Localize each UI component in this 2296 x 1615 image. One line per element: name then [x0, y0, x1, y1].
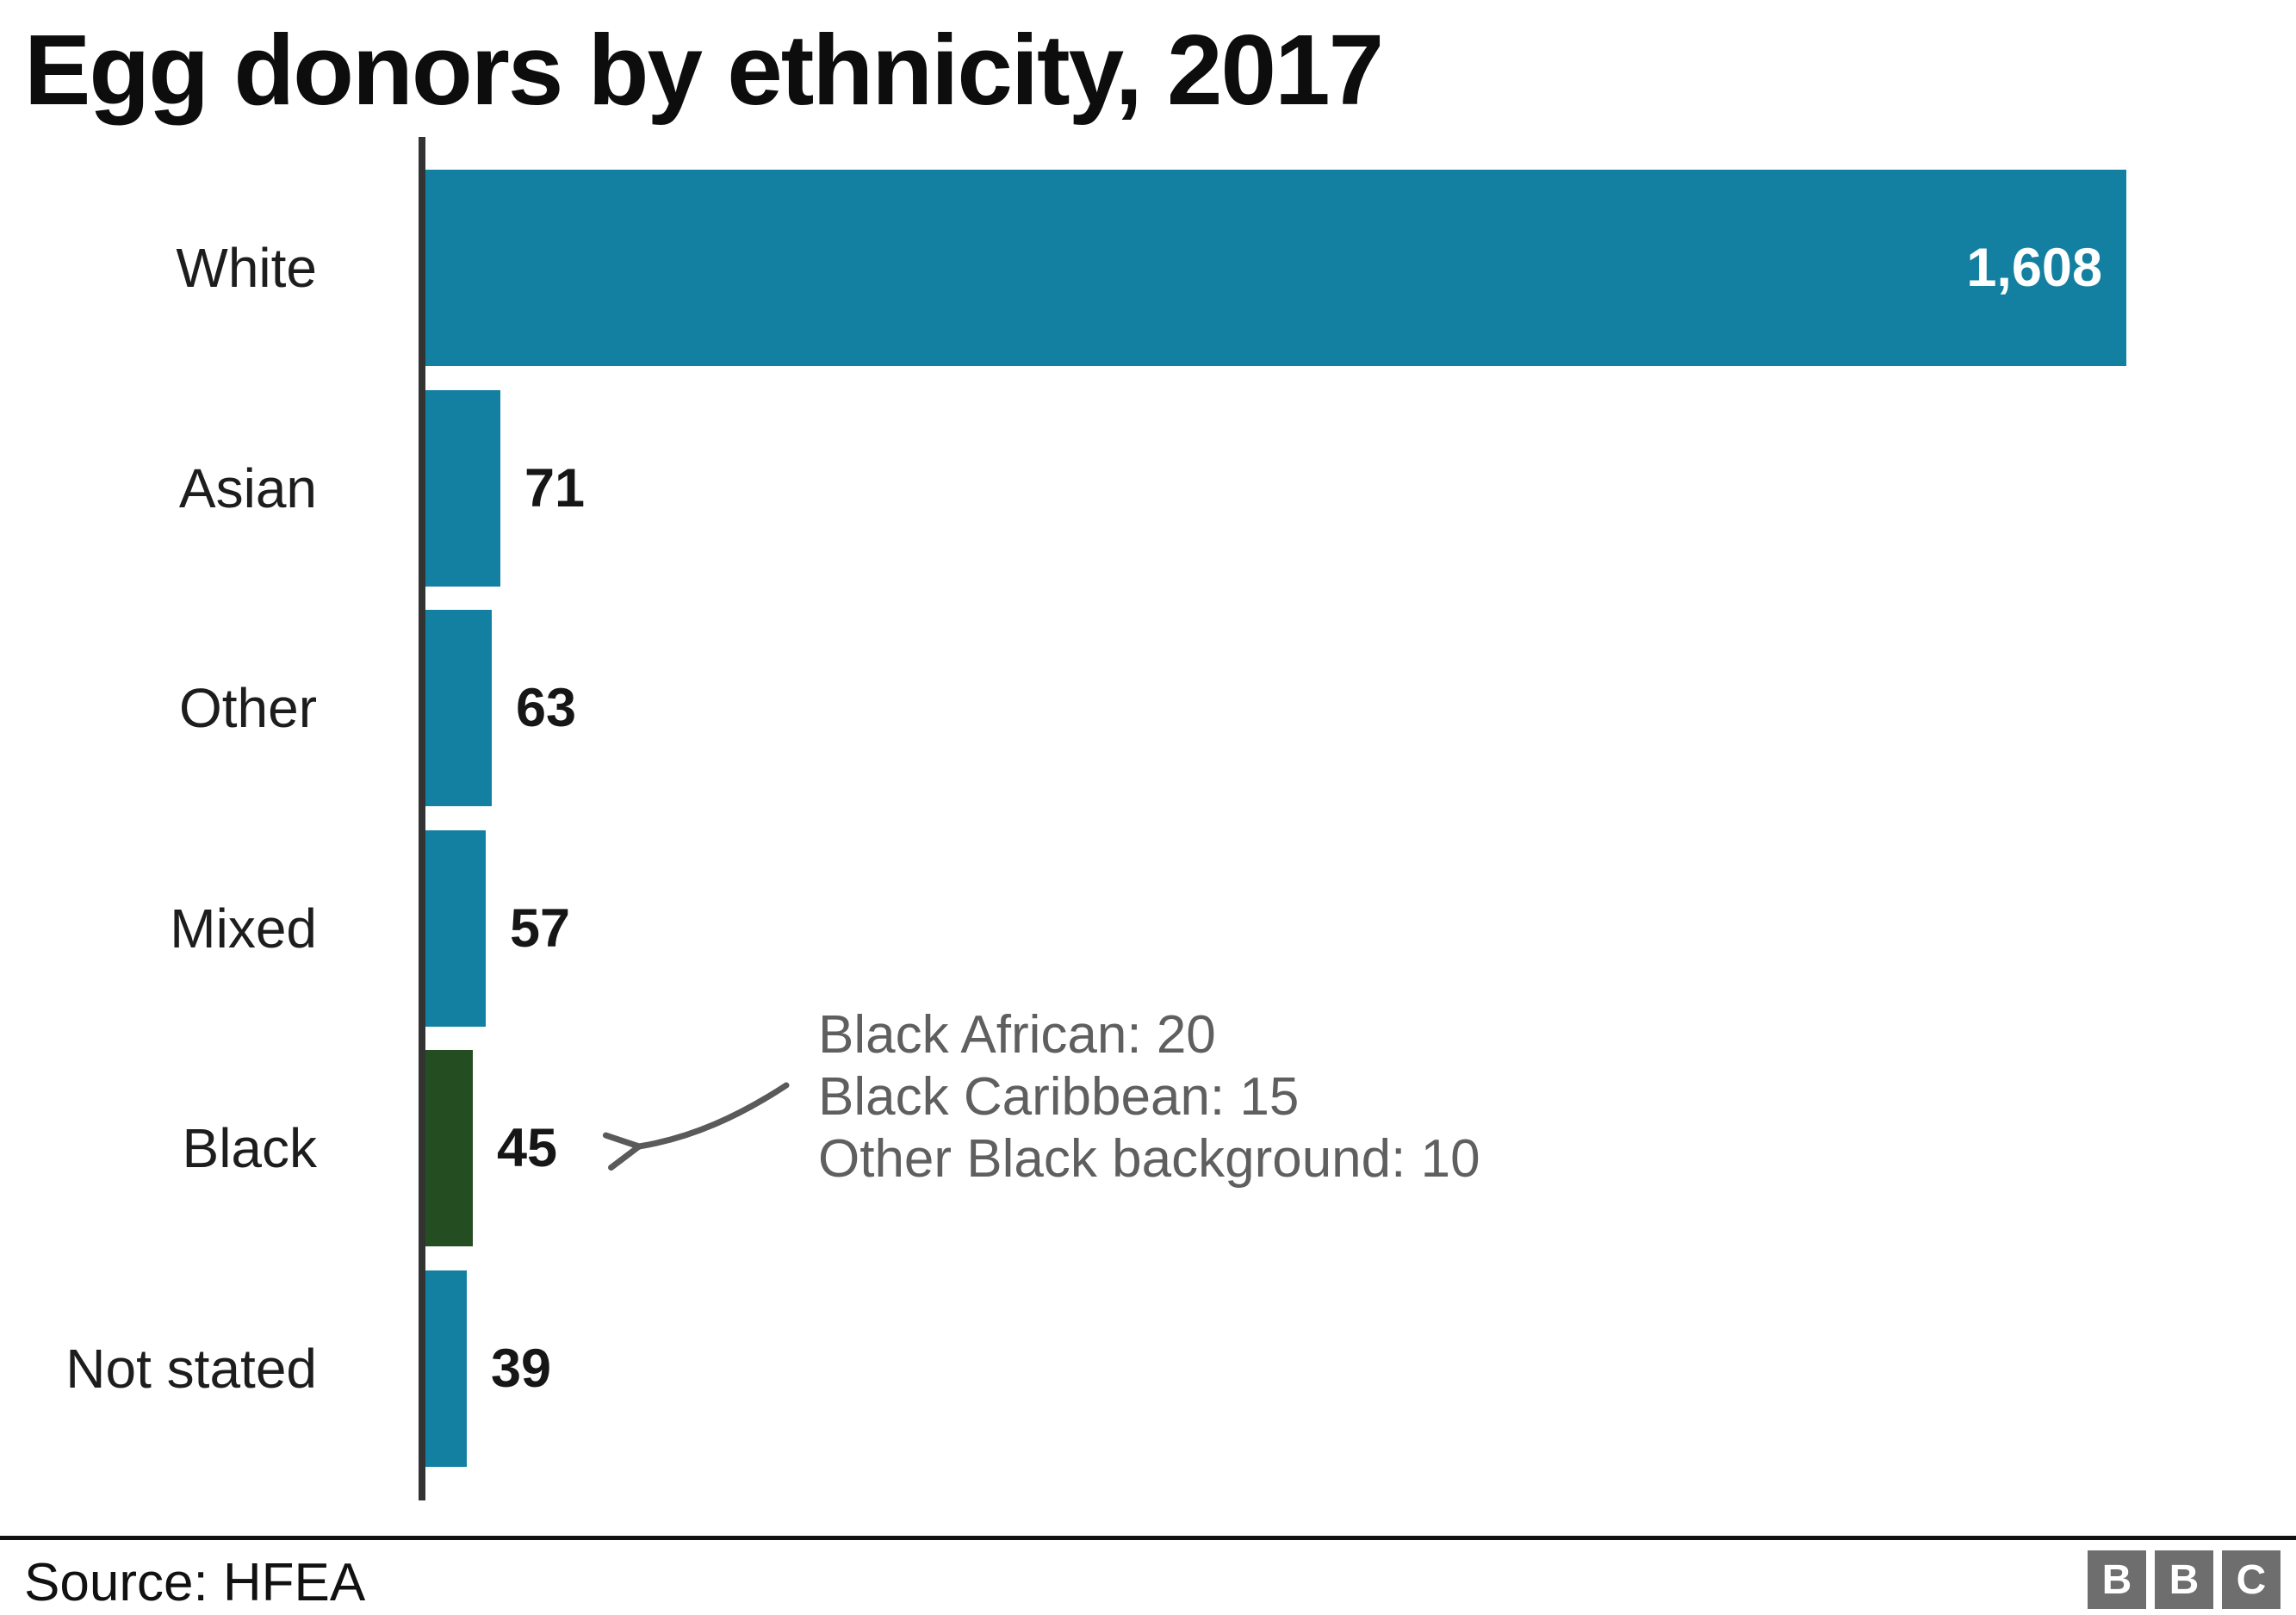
category-label: Not stated	[65, 1338, 317, 1400]
bar-row: Asian 71	[0, 390, 2296, 587]
chart-title: Egg donors by ethnicity, 2017	[24, 14, 1384, 126]
value-label: 57	[510, 898, 571, 959]
value-label: 71	[524, 458, 586, 519]
bar-row: Other 63	[0, 610, 2296, 806]
category-label: Mixed	[170, 898, 317, 960]
bar-not-stated	[425, 1270, 467, 1467]
category-label: Black	[182, 1117, 318, 1179]
annotation-line-1: Black African: 20	[818, 1005, 1216, 1065]
bar-row: Black 45	[0, 1050, 2296, 1246]
value-label: 45	[497, 1118, 558, 1178]
bbc-logo-letter-2: B	[2169, 1556, 2200, 1603]
bbc-logo-letter-3: C	[2236, 1556, 2267, 1603]
annotation-line-3: Other Black background: 10	[818, 1129, 1480, 1189]
footer-divider	[0, 1536, 2296, 1540]
bbc-logo-box-2: B	[2155, 1550, 2213, 1609]
bbc-logo-box-3: C	[2222, 1550, 2280, 1609]
category-label: Asian	[178, 457, 317, 519]
bar-row: Not stated 39	[0, 1270, 2296, 1467]
bbc-logo: B B C	[2088, 1550, 2280, 1609]
bar-mixed	[425, 830, 486, 1027]
bbc-logo-box-1: B	[2088, 1550, 2146, 1609]
value-label: 63	[516, 678, 577, 738]
black-breakdown-annotation: Black African: 20 Black Caribbean: 15 Ot…	[818, 1004, 1480, 1190]
annotation-line-2: Black Caribbean: 15	[818, 1067, 1300, 1127]
bar-other	[425, 610, 492, 806]
source-text: Source: HFEA	[24, 1553, 366, 1612]
value-label: 39	[491, 1339, 552, 1399]
bar-row: White 1,608	[0, 170, 2296, 366]
value-label: 1,608	[1966, 238, 2102, 298]
bbc-logo-letter-1: B	[2101, 1556, 2132, 1603]
bar-black	[425, 1050, 473, 1246]
bar-asian	[425, 390, 500, 587]
category-label: White	[176, 237, 317, 299]
bar-white: 1,608	[425, 170, 2126, 366]
bar-row: Mixed 57	[0, 830, 2296, 1027]
category-label: Other	[178, 677, 317, 739]
y-axis-line	[419, 137, 425, 1500]
